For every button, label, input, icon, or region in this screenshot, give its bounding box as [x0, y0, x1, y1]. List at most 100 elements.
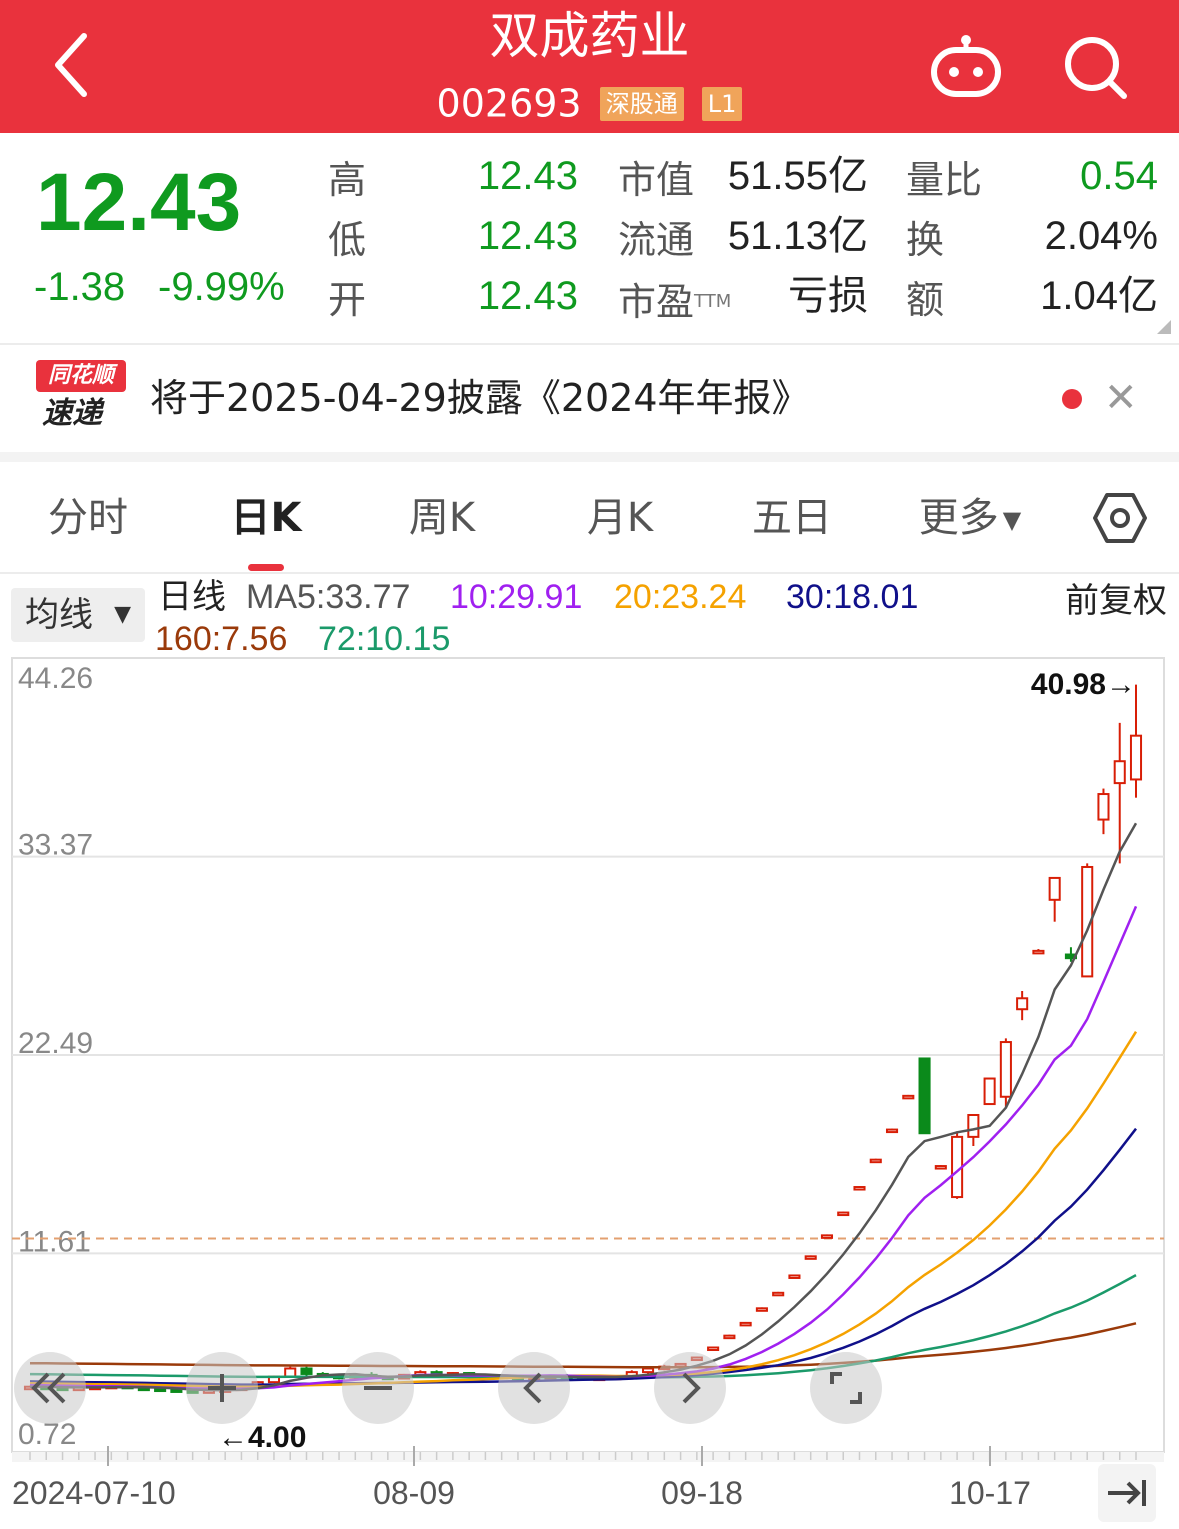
close-icon[interactable]: ✕ [1104, 375, 1138, 421]
high-value: 12.43 [477, 154, 578, 198]
news-logo: 同花顺 速递 [36, 360, 126, 436]
ma10-line [29, 905, 1138, 1390]
tab-five-day[interactable]: 五日 [752, 495, 832, 541]
high-label: 高 [328, 158, 367, 202]
candle-up [853, 1186, 866, 1191]
y-tick-label: 33.37 [18, 829, 93, 862]
ma30-value: 30:18.01 [786, 578, 919, 616]
price-change: -1.38 [34, 265, 126, 309]
tab-intraday[interactable]: 分时 [48, 495, 128, 541]
x-tick-label: 2024-07-10 [12, 1475, 176, 1511]
float-cap-label: 流通 [618, 218, 695, 262]
x-tick-label: 09-18 [661, 1475, 743, 1511]
x-tick-label: 08-09 [373, 1475, 455, 1511]
tab-monthly-k[interactable]: 月K [586, 495, 654, 541]
candle-down [300, 1367, 313, 1375]
market-cap-value: 51.55亿 [727, 154, 868, 198]
tab-more[interactable]: 更多 ▼ [900, 492, 1040, 546]
caret-down-icon: ▼ [114, 602, 131, 627]
fullscreen-fab[interactable] [810, 1352, 882, 1424]
expand-corner-icon[interactable] [1157, 320, 1171, 334]
divider [0, 343, 1179, 345]
minus-icon [364, 1386, 392, 1390]
y-tick-label: 11.61 [18, 1225, 91, 1258]
pe-label-text: 市盈 [618, 280, 695, 324]
jump-to-latest-button[interactable] [1098, 1464, 1156, 1522]
last-price: 12.43 [36, 157, 242, 248]
notice-text[interactable]: 将于2025-04-29披露《2024年年报》 [150, 376, 810, 420]
volume-ratio-label: 量比 [906, 158, 983, 202]
candle-up [284, 1367, 297, 1378]
back-arrow-icon[interactable] [48, 30, 98, 100]
ma-selector-label: 均线 [25, 595, 93, 635]
adjust-mode-button[interactable]: 前复权 [1065, 581, 1167, 621]
candle-up [788, 1274, 801, 1279]
candle-up [755, 1307, 768, 1312]
candle-up [707, 1346, 720, 1352]
kline-chart[interactable]: 44.2633.3722.4911.610.7240.98→←4.002024-… [0, 650, 1179, 1529]
candle-down [918, 1057, 931, 1135]
chevron-left-icon [523, 1372, 542, 1404]
volume-ratio-value: 0.54 [1080, 154, 1158, 198]
y-tick-label: 22.49 [18, 1027, 93, 1060]
amount-label: 额 [906, 278, 945, 322]
pe-label: 市盈TTM [618, 278, 731, 326]
candle-up [1129, 734, 1143, 781]
stock-header [0, 0, 1179, 133]
candle-up [772, 1291, 785, 1297]
candle-up [885, 1128, 899, 1134]
candle-up [1097, 793, 1110, 821]
robot-icon[interactable] [928, 32, 1004, 102]
candle-up [642, 1367, 655, 1374]
stock-code-row: 002693 深股通 L1 [0, 78, 1179, 127]
chevron-right-icon [682, 1372, 701, 1404]
candle-up [837, 1211, 850, 1217]
float-cap-value: 51.13亿 [727, 214, 868, 258]
scroll-right-fab[interactable] [654, 1352, 726, 1424]
candle-up [739, 1321, 752, 1327]
search-icon[interactable] [1062, 34, 1128, 100]
candle-up [1081, 865, 1094, 978]
y-tick-label: 44.26 [18, 662, 93, 695]
connect-tag: 深股通 [599, 86, 684, 121]
open-label: 开 [328, 278, 367, 322]
jump-end-icon [1108, 1480, 1146, 1506]
ma20-value: 20:23.24 [614, 578, 747, 616]
level-tag: L1 [701, 86, 743, 121]
candle-up [869, 1158, 882, 1164]
tab-more-label: 更多 [918, 495, 999, 541]
ma160-value: 160:7.56 [155, 620, 288, 658]
x-tick-label: 10-17 [949, 1475, 1031, 1511]
logo-top-text: 同花顺 [36, 360, 126, 392]
double-left-icon [31, 1372, 66, 1404]
price-change-percent: -9.99% [158, 265, 285, 309]
tab-daily-k[interactable]: 日K [230, 495, 302, 541]
stock-code: 002693 [436, 81, 582, 126]
candle-up [723, 1334, 736, 1340]
ma-selector-button[interactable]: 均线 ▼ [11, 588, 145, 642]
scroll-left-fab[interactable] [498, 1352, 570, 1424]
settings-hexagon-icon[interactable] [1092, 490, 1148, 546]
zoom-out-fab[interactable] [342, 1352, 414, 1424]
candle-up [1032, 949, 1045, 955]
ma5-line [29, 822, 1138, 1392]
candle-up [934, 1165, 947, 1170]
plus-icon [208, 1374, 236, 1402]
candle-up [1016, 997, 1029, 1011]
caret-down-icon: ▼ [1002, 506, 1022, 534]
stock-name: 双成药业 [489, 7, 690, 65]
divider [0, 572, 1179, 574]
zoom-in-fab[interactable] [186, 1352, 258, 1424]
low-label: 低 [328, 218, 367, 262]
active-tab-indicator [248, 564, 284, 571]
ma5-value: MA5:33.77 [246, 578, 411, 616]
x-axis-band [12, 1452, 1164, 1462]
tab-weekly-k[interactable]: 周K [408, 495, 476, 541]
period-label: 日线 [158, 578, 226, 616]
pe-value: 亏损 [788, 274, 868, 318]
candle-up [999, 1041, 1012, 1098]
rewind-fab[interactable] [14, 1352, 86, 1424]
ma10-value: 10:29.91 [450, 578, 583, 616]
fullscreen-icon [830, 1372, 862, 1404]
candle-up [1113, 760, 1126, 785]
